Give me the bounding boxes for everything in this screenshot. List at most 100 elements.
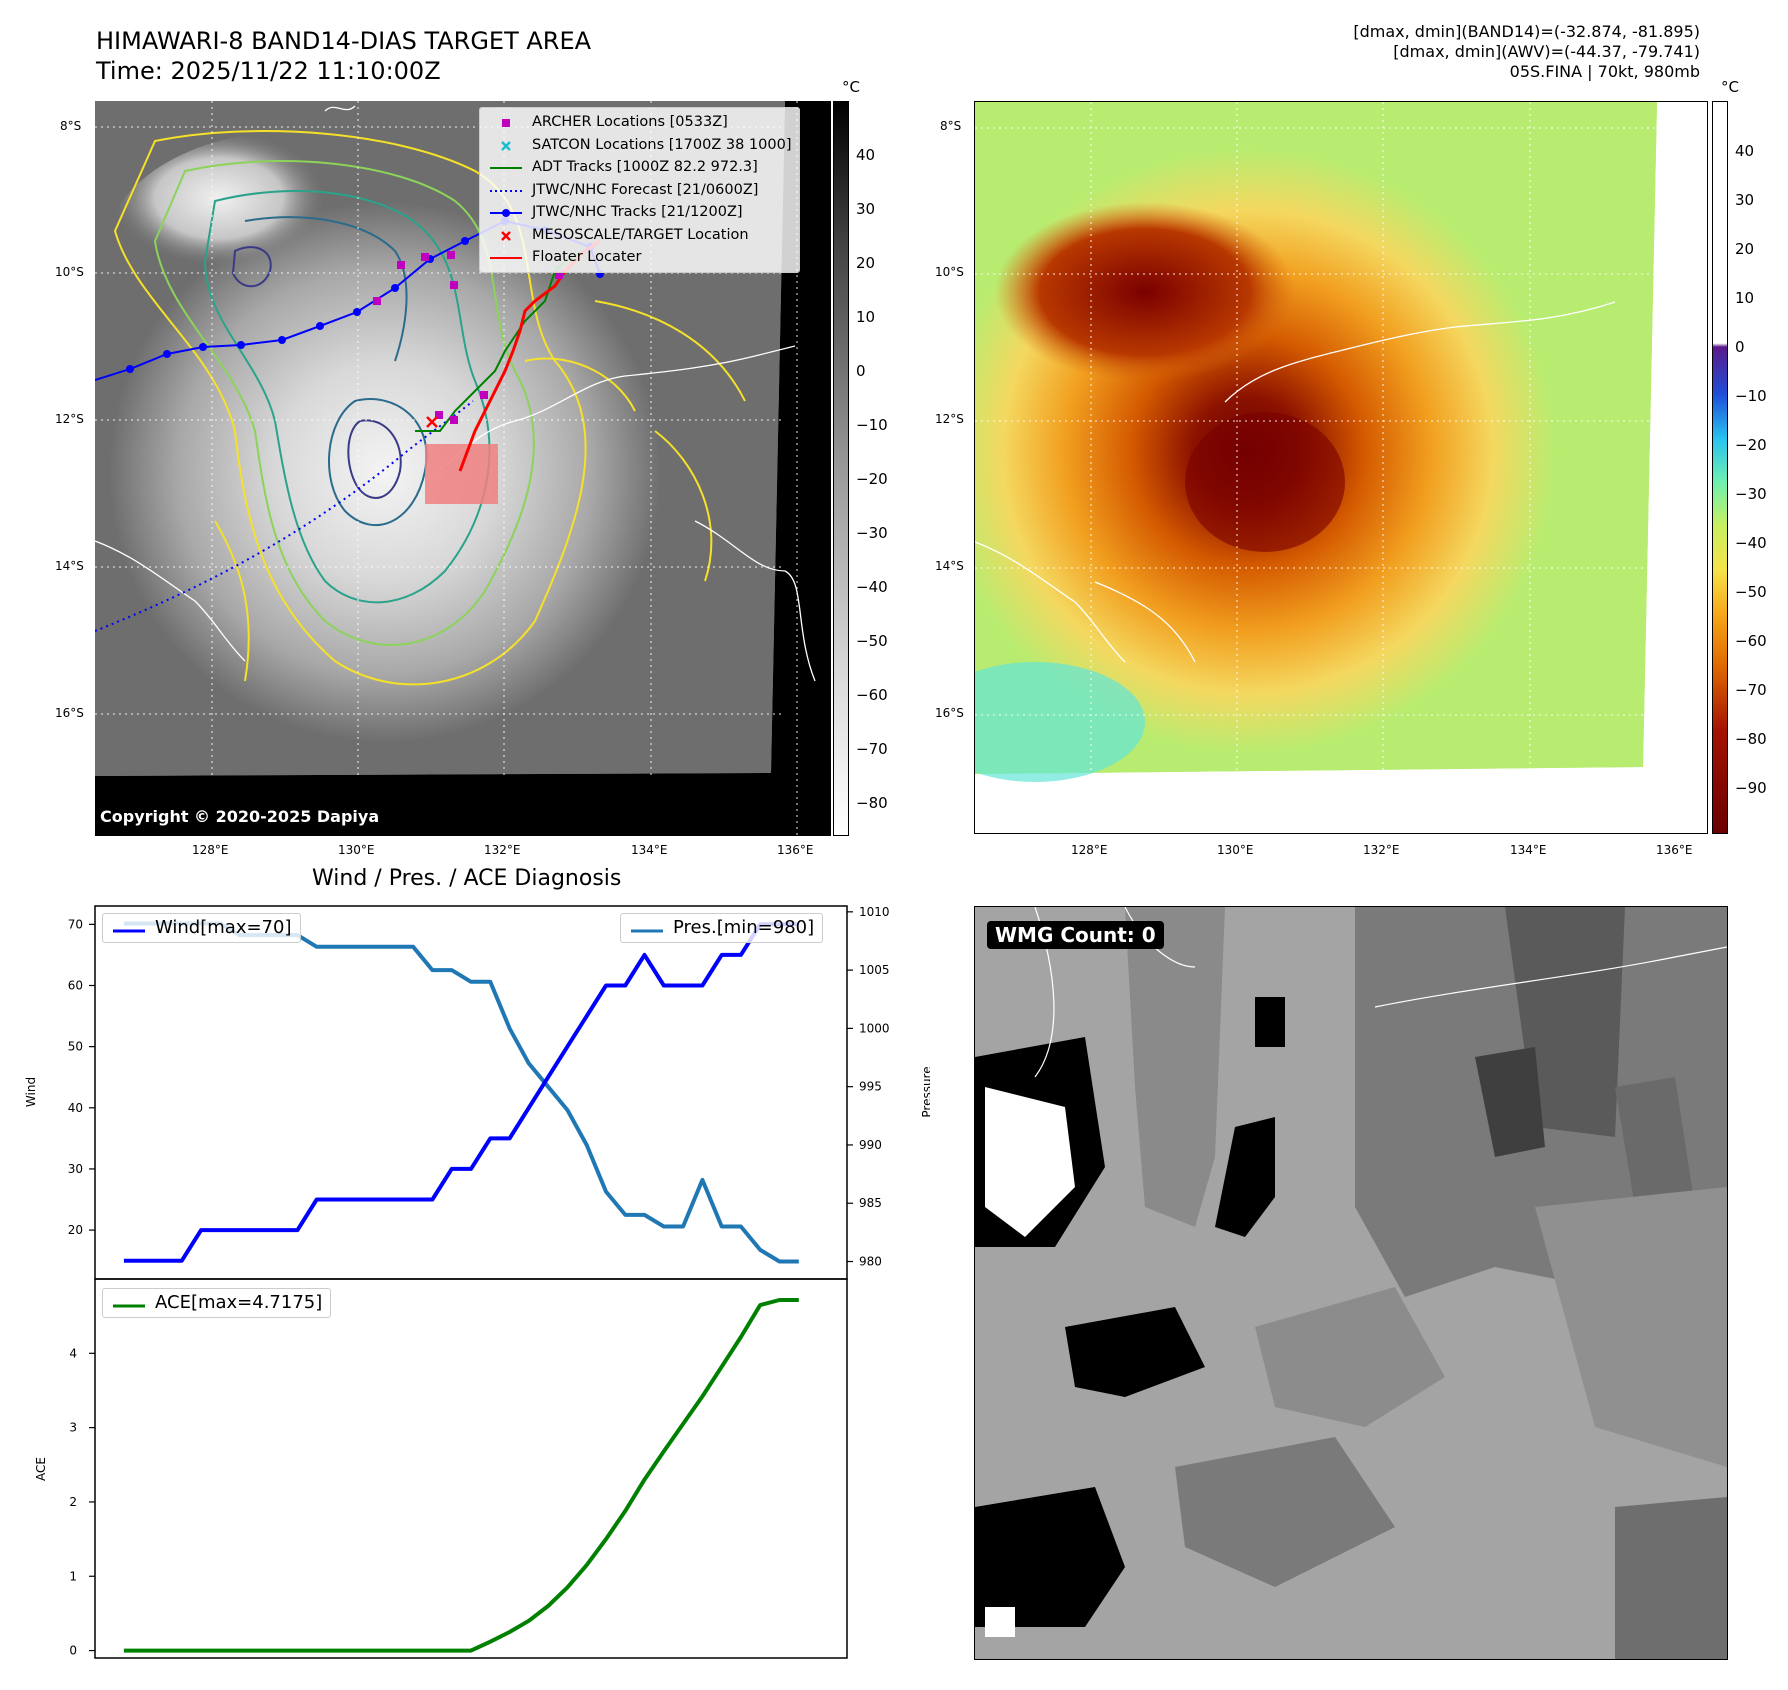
lat-label: 16°S bbox=[935, 706, 964, 720]
legend-item-jtwc-tracks: JTWC/NHC Tracks [21/1200Z] bbox=[488, 201, 791, 224]
ace-y-ticks: 0 1 2 3 4 bbox=[69, 1346, 95, 1658]
map-legend: ARCHER Locations [0533Z] SATCON Location… bbox=[479, 107, 801, 273]
lat-label: 8°S bbox=[60, 119, 82, 133]
colorbar-tick: 20 bbox=[1735, 240, 1755, 258]
legend-item-satcon: SATCON Locations [1700Z 38 1000] bbox=[488, 134, 791, 157]
legend-item-adt: ADT Tracks [1000Z 82.2 972.3] bbox=[488, 156, 791, 179]
y-tick-label: 1010 bbox=[859, 905, 890, 919]
colorbar-tick: 40 bbox=[1735, 142, 1755, 160]
wind-axis-label: Wind bbox=[24, 1077, 38, 1107]
y-tick-label: 1005 bbox=[859, 963, 890, 977]
legend-item-ace: ACE[max=4.7175] bbox=[111, 1291, 322, 1315]
colorbar-unit: °C bbox=[1721, 78, 1739, 96]
colorbar-tick: 40 bbox=[856, 146, 876, 164]
lat-label: 12°S bbox=[935, 412, 964, 426]
ace-axes-frame bbox=[94, 1278, 848, 1659]
x-marker-icon bbox=[488, 138, 524, 152]
lat-label: 10°S bbox=[935, 265, 964, 279]
colorbar-tick: −90 bbox=[1735, 779, 1767, 797]
pressure-y-ticks: 980 985 990 995 1000 1005 1010 bbox=[847, 905, 890, 1269]
y-tick-label: 40 bbox=[68, 1101, 83, 1115]
y-tick-label: 2 bbox=[69, 1495, 77, 1509]
colorbar-tick: −20 bbox=[1735, 436, 1767, 454]
legend-label: Floater Locater bbox=[532, 249, 642, 265]
legend-item-wind: Wind[max=70] bbox=[111, 916, 292, 940]
dmax-awv-info: [dmax, dmin](AWV)=(-44.37, -79.741) bbox=[1393, 42, 1700, 61]
wmg-count-badge: WMG Count: 0 bbox=[987, 921, 1164, 949]
y-tick-label: 50 bbox=[68, 1040, 83, 1054]
lat-label: 16°S bbox=[55, 706, 84, 720]
ir-color-map bbox=[925, 101, 1708, 834]
diagnosis-title: Wind / Pres. / ACE Diagnosis bbox=[312, 866, 622, 891]
lon-label: 132°E bbox=[484, 843, 521, 857]
y-tick-label: 60 bbox=[68, 978, 83, 992]
storm-info: 05S.FINA | 70kt, 980mb bbox=[1509, 62, 1700, 81]
ace-axis-label: ACE bbox=[34, 1457, 48, 1481]
ir-color-map-canvas bbox=[925, 102, 1707, 833]
colorbar-tick: 30 bbox=[856, 200, 876, 218]
lat-label: 10°S bbox=[55, 265, 84, 279]
wind-legend: Wind[max=70] bbox=[102, 913, 301, 943]
lon-label: 132°E bbox=[1363, 843, 1400, 857]
colorbar-tick: −70 bbox=[856, 740, 888, 758]
colorbar-tick: −50 bbox=[856, 632, 888, 650]
y-tick-label: 30 bbox=[68, 1162, 83, 1176]
legend-item-archer: ARCHER Locations [0533Z] bbox=[488, 111, 791, 134]
wmg-panel: WMG Count: 0 bbox=[974, 906, 1728, 1660]
legend-label: JTWC/NHC Tracks [21/1200Z] bbox=[532, 204, 743, 220]
y-tick-label: 995 bbox=[859, 1080, 882, 1094]
line-marker-icon bbox=[488, 250, 524, 264]
colorbar-tick: −20 bbox=[856, 470, 888, 488]
figure-title-line2: Time: 2025/11/22 11:10:00Z bbox=[96, 57, 441, 85]
legend-label: ARCHER Locations [0533Z] bbox=[532, 114, 728, 130]
color-colorbar bbox=[1712, 101, 1728, 834]
y-tick-label: 990 bbox=[859, 1138, 882, 1152]
line-marker-icon bbox=[488, 160, 524, 174]
pressure-series-line bbox=[123, 921, 799, 1264]
legend-label: JTWC/NHC Forecast [21/0600Z] bbox=[532, 181, 759, 198]
copyright-text: Copyright © 2020-2025 Dapiya bbox=[100, 807, 380, 826]
colorbar-tick: −60 bbox=[1735, 632, 1767, 650]
y-tick-label: 70 bbox=[68, 917, 83, 931]
colorbar-tick: −60 bbox=[856, 686, 888, 704]
wind-pressure-ace-chart: 20 30 40 50 60 70 980 985 990 995 1000 1005 1010 0 1… bbox=[24, 905, 930, 1659]
lon-label: 128°E bbox=[192, 843, 229, 857]
legend-label: SATCON Locations [1700Z 38 1000] bbox=[532, 136, 792, 153]
legend-label: ADT Tracks [1000Z 82.2 972.3] bbox=[532, 159, 758, 175]
legend-item-pressure: Pres.[min=980] bbox=[629, 916, 814, 940]
dmax-band14-info: [dmax, dmin](BAND14)=(-32.874, -81.895) bbox=[1353, 22, 1700, 41]
wind-pressure-axes-frame bbox=[94, 905, 848, 1280]
line-marker-icon bbox=[111, 1296, 147, 1310]
y-tick-label: 1 bbox=[69, 1569, 77, 1583]
y-tick-label: 20 bbox=[68, 1223, 83, 1237]
colorbar-tick: −70 bbox=[1735, 681, 1767, 699]
square-marker-icon bbox=[488, 115, 524, 129]
colorbar-tick: 30 bbox=[1735, 191, 1755, 209]
legend-label: Pres.[min=980] bbox=[673, 917, 815, 938]
colorbar-tick: −40 bbox=[1735, 534, 1767, 552]
colorbar-tick: −10 bbox=[856, 416, 888, 434]
colorbar-tick: 10 bbox=[1735, 289, 1755, 307]
ace-legend: ACE[max=4.7175] bbox=[102, 1288, 332, 1318]
lon-label: 136°E bbox=[777, 843, 814, 857]
figure-title-line1: HIMAWARI-8 BAND14-DIAS TARGET AREA bbox=[96, 27, 592, 55]
y-tick-label: 1000 bbox=[859, 1021, 890, 1035]
lon-label: 130°E bbox=[1217, 843, 1254, 857]
colorbar-tick: −10 bbox=[1735, 387, 1767, 405]
colorbar-tick: −80 bbox=[856, 794, 888, 812]
colorbar-tick: 0 bbox=[856, 362, 866, 380]
legend-label: Wind[max=70] bbox=[155, 917, 292, 938]
colorbar-unit: °C bbox=[842, 78, 860, 96]
ace-series-line bbox=[123, 1298, 799, 1653]
lon-label: 130°E bbox=[338, 843, 375, 857]
colorbar-tick: −80 bbox=[1735, 730, 1767, 748]
legend-item-mesoscale: MESOSCALE/TARGET Location bbox=[488, 224, 791, 247]
line-marker-icon bbox=[111, 921, 147, 935]
line-marker-icon bbox=[629, 921, 665, 935]
lon-label: 128°E bbox=[1071, 843, 1108, 857]
y-tick-label: 980 bbox=[859, 1255, 882, 1269]
y-tick-label: 4 bbox=[69, 1346, 77, 1360]
legend-item-jtwc-forecast: JTWC/NHC Forecast [21/0600Z] bbox=[488, 179, 791, 202]
legend-label: ACE[max=4.7175] bbox=[155, 1292, 323, 1313]
y-tick-label: 0 bbox=[69, 1644, 77, 1658]
